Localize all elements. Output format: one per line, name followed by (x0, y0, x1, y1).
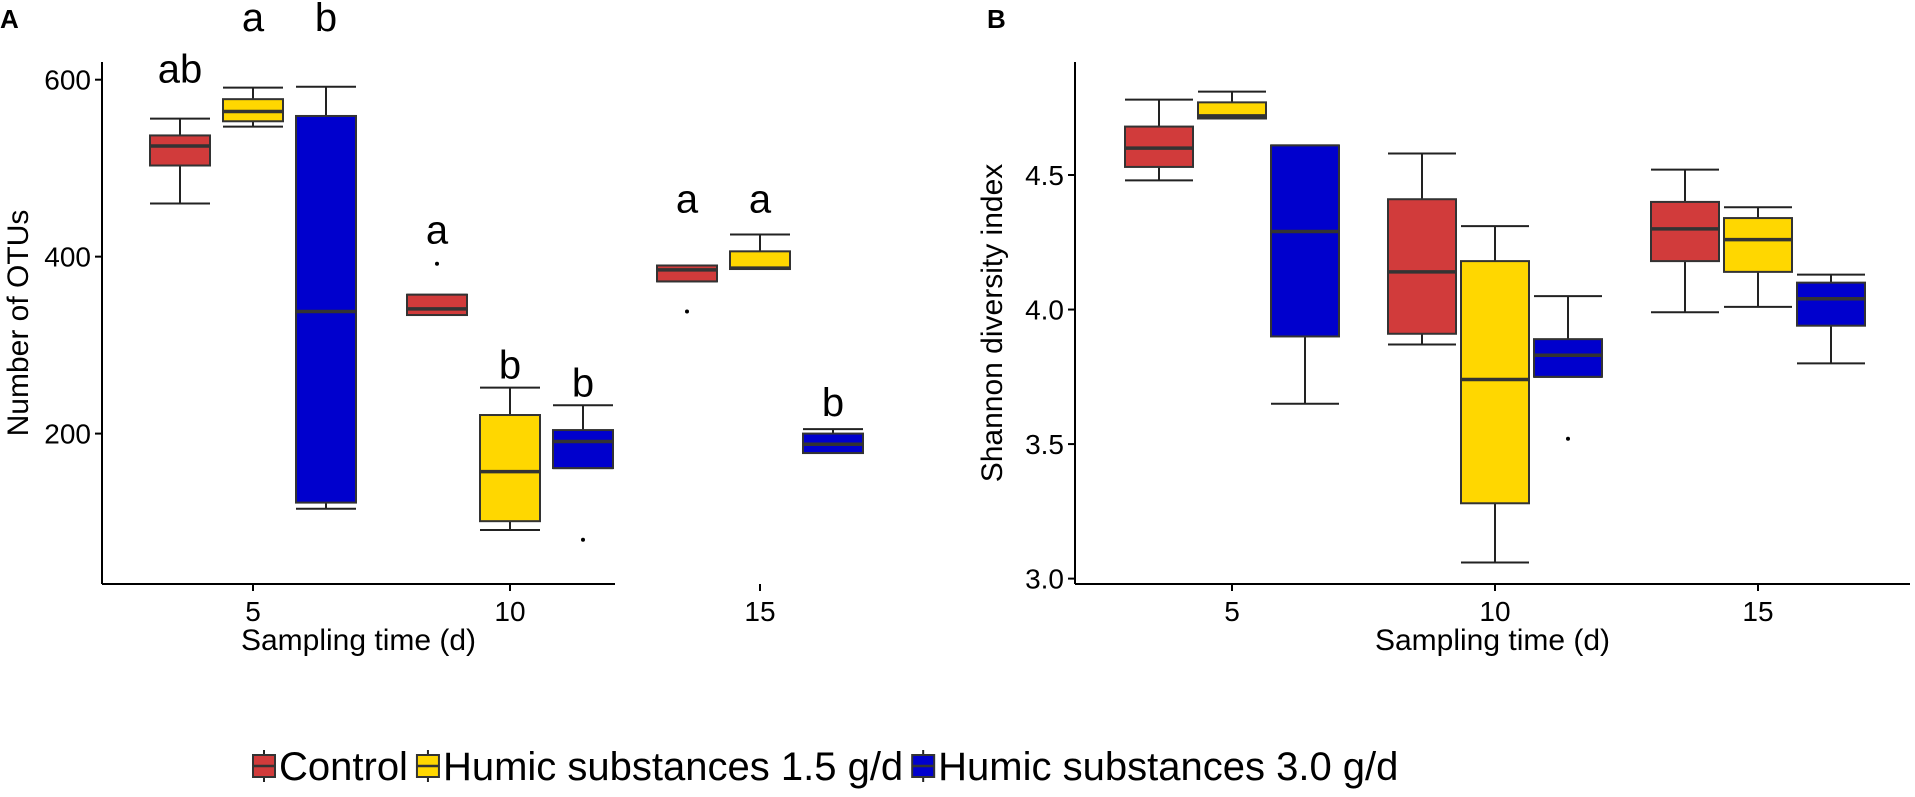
legend-label: Humic substances 3.0 g/d (938, 745, 1398, 789)
x-tick-label: 10 (1479, 596, 1510, 627)
x-tick-label: 15 (744, 596, 775, 627)
y-tick-label: 400 (44, 242, 91, 273)
box-control-15 (1650, 168, 1720, 314)
box-humic-substances-3-0-g-d-15 (802, 428, 864, 455)
box-body (656, 264, 718, 283)
box-body (149, 134, 211, 167)
box-control-10 (406, 261, 468, 317)
box-humic-substances-3-0-g-d-5 (1270, 144, 1340, 405)
significance-letter: b (572, 361, 594, 405)
box-humic-substances-1-5-g-d-10 (479, 386, 541, 532)
legend-label: Control (279, 745, 408, 789)
panel-label: B (987, 4, 1006, 34)
x-axis-title: Sampling time (d) (1375, 624, 1610, 657)
y-tick-label: 4.5 (1025, 160, 1064, 191)
significance-letter: b (822, 381, 844, 425)
x-tick-label: 5 (1224, 596, 1240, 627)
box-control-15 (656, 264, 718, 314)
box-humic-substances-3-0-g-d-10 (552, 404, 614, 542)
legend-label: Humic substances 1.5 g/d (443, 745, 903, 789)
legend: Control Humic substances 1.5 g/d Humic sub… (252, 745, 1398, 789)
y-tick-label: 600 (44, 65, 91, 96)
panel-a-otu-chart: A 200 400 600 5 10 15 Sampling time (d) Number o… (0, 0, 864, 657)
x-tick-label: 5 (245, 596, 261, 627)
box-body (295, 114, 357, 504)
y-axis-title: Shannon diversity index (976, 164, 1009, 483)
panel-b-shannon-chart: B 3.0 3.5 4.0 4.5 5 10 15 Sampling time (d) Shann… (976, 4, 1910, 657)
box-body (1460, 260, 1530, 505)
significance-letter: a (676, 177, 699, 221)
y-tick-label: 3.5 (1025, 429, 1064, 460)
box-humic-substances-1-5-g-d-10 (1460, 225, 1530, 564)
significance-letter: a (242, 0, 265, 40)
outlier-point (685, 309, 689, 314)
panel-label: A (0, 4, 19, 34)
box-body (729, 250, 791, 271)
significance-letter: a (749, 177, 772, 221)
box-body (1723, 217, 1793, 273)
y-axis-title: Number of OTUs (2, 210, 35, 437)
box-control-5 (149, 117, 211, 205)
x-tick-label: 15 (1742, 596, 1773, 627)
significance-letter: a (426, 208, 449, 252)
box-humic-substances-1-5-g-d-15 (1723, 206, 1793, 308)
legend-key (911, 750, 936, 782)
box-body (1650, 200, 1720, 263)
y-tick-label: 3.0 (1025, 564, 1064, 595)
box-humic-substances-1-5-g-d-5 (222, 86, 284, 128)
box-humic-substances-3-0-g-d-15 (1796, 273, 1866, 365)
box-body (406, 293, 468, 317)
box-humic-substances-1-5-g-d-15 (729, 233, 791, 271)
box-control-10 (1387, 152, 1457, 346)
outlier-point (435, 261, 439, 266)
significance-letter: ab (158, 47, 203, 91)
box-humic-substances-3-0-g-d-10 (1533, 295, 1603, 441)
box-body (1796, 281, 1866, 327)
box-body (552, 429, 614, 470)
legend-key (415, 750, 440, 782)
box-body (479, 414, 541, 523)
legend-key (252, 750, 276, 782)
significance-letter: b (315, 0, 337, 40)
box-body (1270, 144, 1340, 338)
y-tick-label: 200 (44, 419, 91, 450)
box-body (1533, 338, 1603, 378)
significance-letter: b (499, 344, 521, 388)
y-tick-label: 4.0 (1025, 295, 1064, 326)
box-control-5 (1124, 98, 1194, 182)
outlier-point (1566, 436, 1570, 441)
box-humic-substances-3-0-g-d-5 (295, 85, 357, 510)
outlier-point (581, 537, 585, 542)
x-tick-label: 10 (494, 596, 525, 627)
x-axis-title: Sampling time (d) (241, 624, 476, 657)
box-body (1387, 198, 1457, 335)
box-humic-substances-1-5-g-d-5 (1197, 90, 1267, 120)
